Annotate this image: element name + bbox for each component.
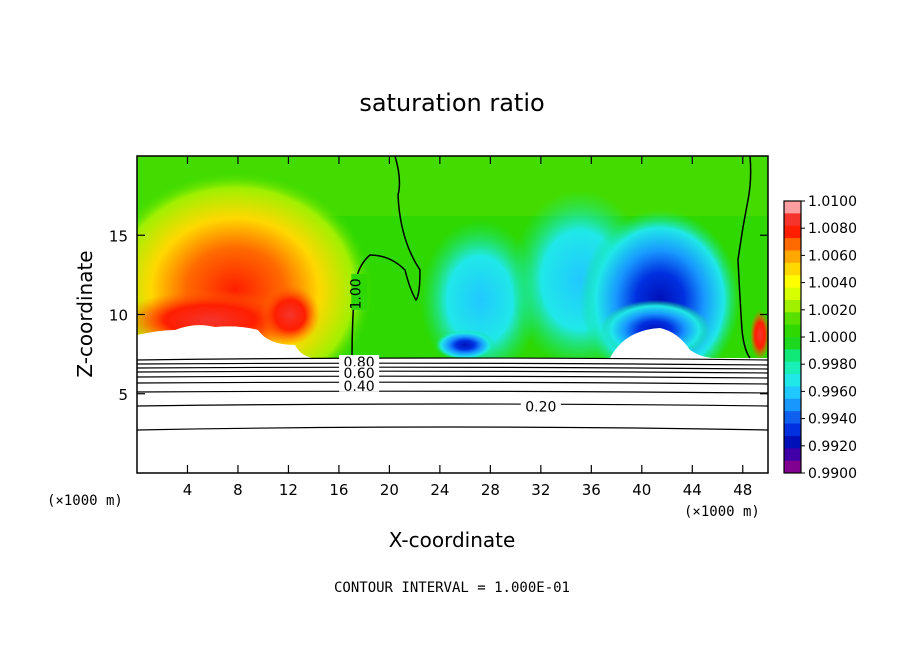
x-tick-label: 24 (430, 481, 449, 499)
colorbar-swatch (784, 337, 801, 350)
lower-contours (137, 357, 768, 431)
saturation-field (137, 156, 768, 473)
y-axis: 5 10 15 (109, 227, 768, 404)
cool-small (435, 330, 495, 360)
colorbar-swatch (784, 460, 801, 474)
contour-label: 1.00 (348, 278, 364, 309)
colorbar-swatch (784, 423, 801, 437)
x-tick-label: 48 (733, 481, 752, 499)
contour-label-bg (339, 366, 380, 380)
colorbar-swatch (784, 361, 801, 375)
y-tick-label: 15 (109, 227, 128, 245)
colorbar-swatch (784, 275, 801, 289)
contour-labels: 1.000.800.600.400.20 (339, 273, 561, 415)
colorbar-label: 1.0100 (808, 194, 857, 210)
contour-label-bg (520, 399, 561, 413)
x-axis-title: X-coordinate (389, 528, 516, 552)
colorbar-swatch (784, 374, 801, 387)
colorbar-label: 0.9940 (808, 412, 857, 428)
colorbar-swatch (784, 225, 801, 239)
x-tick-label: 8 (233, 481, 243, 499)
x-tick-label: 20 (380, 481, 399, 499)
x-tick-label: 4 (183, 481, 193, 499)
colorbar-label: 0.9960 (808, 384, 857, 400)
x-tick-label: 12 (279, 481, 298, 499)
colorbar-swatch (784, 262, 801, 276)
y-tick-label: 5 (118, 386, 128, 404)
chart-title: saturation ratio (359, 89, 544, 117)
colorbar-swatch (784, 287, 801, 301)
colorbar-label: 1.0060 (808, 248, 857, 264)
x-unit-right: (×1000 m) (684, 504, 760, 520)
colorbar-label: 0.9900 (808, 466, 857, 482)
x-tick-label: 28 (481, 481, 500, 499)
colorbar-label: 1.0000 (808, 330, 857, 346)
colorbar: 1.0100 1.0080 1.0060 1.0040 1.0020 1.0000 0.99… (783, 194, 857, 482)
colorbar-label: 1.0020 (808, 303, 857, 319)
lower-white-region (137, 325, 768, 473)
colorbar-swatch (784, 250, 801, 264)
contour-label-bg (339, 355, 380, 369)
colorbar-swatch (784, 398, 801, 412)
colorbar-swatch (784, 299, 801, 313)
x-tick-label: 40 (632, 481, 651, 499)
y-axis-title: Z-coordinate (73, 250, 97, 377)
contour-label-bg (351, 273, 368, 310)
colorbar-label: 0.9980 (808, 357, 857, 373)
colorbar-label: 1.0080 (808, 221, 857, 237)
contour-label: 0.40 (344, 379, 375, 395)
contour-label: 0.20 (525, 399, 556, 415)
colorbar-swatch (784, 324, 801, 338)
colorbar-swatch (784, 435, 801, 449)
colorbar-swatch (784, 411, 801, 425)
colorbar-swatch (784, 201, 801, 214)
colorbar-swatch (784, 238, 801, 251)
colorbar-swatch (784, 448, 801, 462)
colorbar-swatch (784, 349, 801, 363)
colorbar-label: 1.0040 (808, 276, 857, 292)
colorbar-swatch (784, 312, 801, 326)
colorbar-label: 0.9920 (808, 439, 857, 455)
x-tick-label: 16 (329, 481, 348, 499)
contour-1p00-b (737, 156, 752, 359)
contour-label-bg (339, 378, 380, 392)
colorbar-swatch (784, 213, 801, 227)
contour-label: 0.60 (344, 366, 375, 382)
colorbar-swatch (784, 386, 801, 400)
warm-edge (750, 310, 768, 360)
x-tick-label: 36 (582, 481, 601, 499)
x-unit-left: (×1000 m) (47, 493, 123, 509)
x-tick-label: 44 (683, 481, 702, 499)
x-tick-label: 32 (531, 481, 550, 499)
x-axis: 4 8 12 16 20 24 28 32 36 40 44 48 (183, 156, 752, 499)
contour-interval-note: CONTOUR INTERVAL = 1.000E-01 (334, 580, 570, 596)
y-tick-label: 10 (109, 307, 128, 325)
warm-core-2 (260, 285, 320, 345)
